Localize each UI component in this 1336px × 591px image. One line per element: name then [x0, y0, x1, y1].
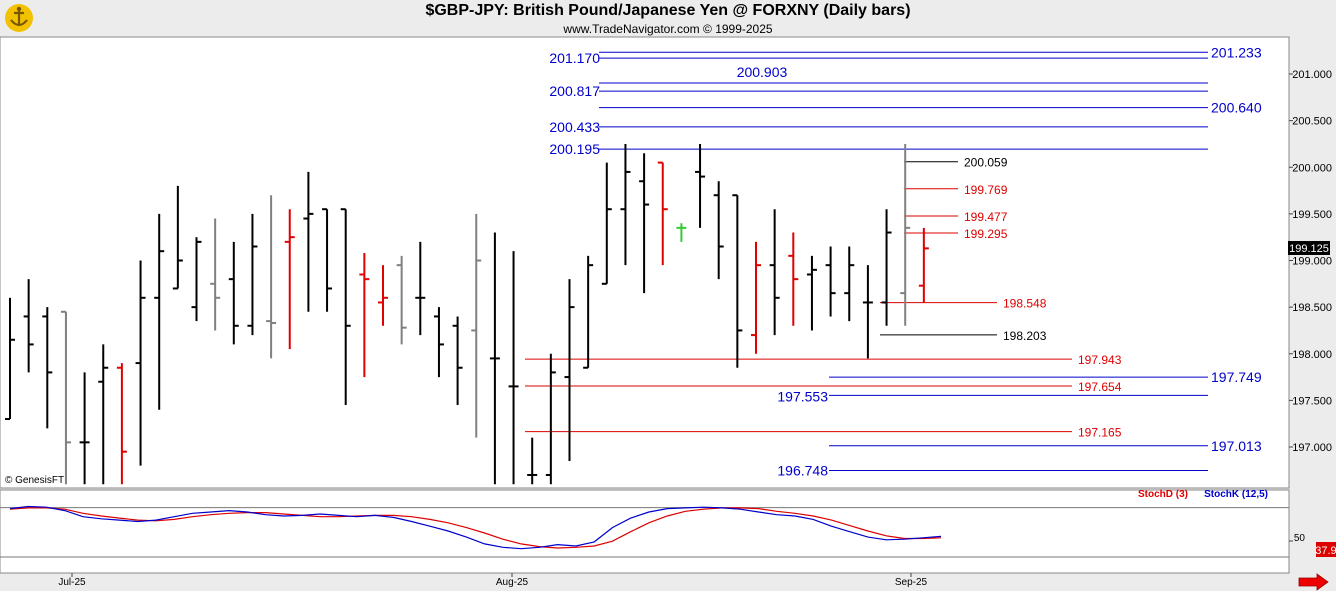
y-axis-tick-label: 198.000 [1292, 349, 1332, 361]
price-bar [844, 246, 855, 322]
x-axis-tick-label: Aug-25 [496, 577, 529, 588]
price-bar [266, 195, 277, 359]
level-label: 196.748 [777, 462, 828, 478]
level-label: 199.769 [964, 183, 1008, 197]
stoch-d-legend: StochD (3) [1138, 489, 1188, 500]
chart-subtitle: www.TradeNavigator.com © 1999-2025 [563, 22, 773, 36]
price-bar [545, 353, 556, 485]
level-label: 200.195 [549, 141, 600, 157]
level-label: 201.233 [1211, 44, 1262, 60]
level-label: 197.654 [1078, 380, 1122, 394]
y-axis-tick-label: 200.500 [1292, 116, 1332, 128]
price-bar [825, 246, 836, 317]
anchor-logo-icon [4, 3, 34, 38]
watermark: © GenesisFT [5, 475, 64, 486]
level-label: 199.295 [964, 227, 1008, 241]
price-bar [713, 181, 724, 280]
price-bar [806, 255, 817, 331]
level-label: 200.433 [549, 119, 600, 135]
price-bar [769, 209, 780, 336]
price-bar [788, 232, 799, 326]
price-bar [471, 213, 482, 438]
price-bar [881, 209, 892, 326]
price-bar [918, 227, 929, 303]
level-label: 197.553 [777, 388, 828, 404]
price-bar [303, 171, 314, 312]
price-bar [695, 143, 706, 228]
last-price-label: 199.125 [1289, 243, 1329, 255]
level-label: 199.477 [964, 210, 1008, 224]
level-label: 200.817 [549, 83, 600, 99]
level-label: 197.943 [1078, 353, 1122, 367]
price-bar [5, 297, 15, 421]
x-axis-tick-label: Jul-25 [58, 577, 86, 588]
price-bar [489, 232, 500, 485]
price-bar [284, 209, 295, 350]
price-bar [433, 307, 444, 378]
stoch-k-legend: StochK (12,5) [1204, 489, 1268, 500]
price-bar [135, 260, 146, 466]
level-label: 201.170 [549, 50, 600, 66]
price-bar [620, 143, 631, 266]
scroll-right-arrow-icon[interactable] [1298, 573, 1329, 591]
level-label: 200.640 [1211, 100, 1262, 116]
price-bar [396, 255, 407, 345]
y-axis-tick-label: 199.500 [1292, 209, 1332, 221]
price-bar [98, 344, 109, 485]
price-bar [191, 237, 202, 322]
stochastic-panel [0, 489, 1290, 574]
y-axis-tick-label: 201.000 [1292, 69, 1332, 81]
level-label: 197.749 [1211, 369, 1262, 385]
level-label: 200.903 [737, 64, 788, 80]
level-label: 197.013 [1211, 438, 1262, 454]
price-bar [657, 161, 668, 266]
price-bar [583, 255, 594, 369]
price-bar [564, 279, 575, 461]
price-bar [154, 213, 165, 410]
price-bar [415, 241, 426, 336]
price-bar [527, 437, 538, 485]
y-axis-tick-label: 197.500 [1292, 395, 1332, 407]
price-bar [452, 316, 463, 406]
price-bar [247, 213, 258, 336]
price-bar [508, 251, 519, 485]
last-price-box [1288, 241, 1330, 255]
price-bar [751, 241, 761, 354]
price-bar [228, 241, 239, 345]
y-axis-tick-label: 200.000 [1292, 162, 1332, 174]
price-bar [378, 265, 388, 326]
price-bar [340, 208, 351, 406]
y-axis-tick-label: 199.000 [1292, 256, 1332, 268]
price-bar [732, 194, 743, 368]
stoch-value-box [1316, 542, 1336, 557]
price-bar [210, 218, 221, 331]
level-label: 200.059 [964, 156, 1008, 170]
x-axis-tick-label: Sep-25 [895, 577, 928, 588]
price-bar [116, 363, 127, 485]
price-bar [60, 310, 71, 485]
price-bar [172, 185, 183, 290]
price-bar [42, 307, 53, 429]
price-bar [359, 253, 370, 378]
level-label: 198.548 [1003, 297, 1047, 311]
price-bar [900, 143, 911, 326]
price-bar [23, 279, 34, 373]
stoch-value-label: 37.99 [1315, 545, 1336, 557]
chart-title: $GBP-JPY: British Pound/Japanese Yen @ F… [425, 2, 911, 19]
y-axis-tick-label: 197.000 [1292, 442, 1332, 454]
stoch-y-tick-label: 50 [1294, 533, 1306, 544]
price-bar [322, 208, 333, 312]
stoch-d-line [9, 507, 942, 549]
price-bar [676, 223, 687, 242]
y-axis-tick-label: 198.500 [1292, 302, 1332, 314]
stoch-k-line [9, 505, 942, 550]
price-bar [862, 265, 873, 359]
level-label: 197.165 [1078, 426, 1122, 440]
price-bar [79, 372, 90, 485]
price-bar [601, 162, 612, 285]
level-label: 198.203 [1003, 329, 1047, 343]
price-bar [639, 153, 650, 294]
